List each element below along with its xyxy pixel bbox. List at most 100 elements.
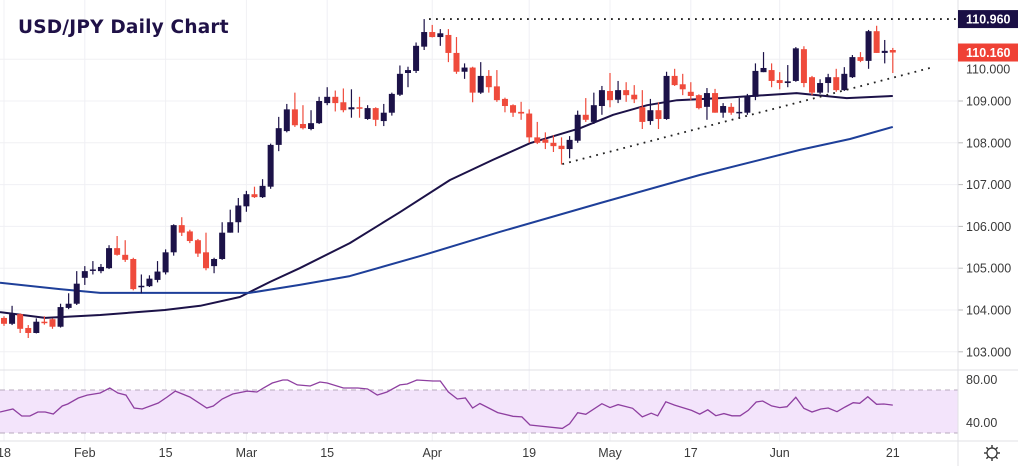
candle-body: [817, 83, 824, 93]
x-tick-label: 19: [522, 446, 536, 460]
candle-body: [194, 240, 201, 254]
y-tick-label: 107.000: [966, 178, 1011, 192]
bullish-candle: [65, 293, 72, 310]
bullish-candle: [162, 249, 169, 275]
x-tick-label: 15: [159, 446, 173, 460]
bearish-candle: [340, 88, 347, 113]
candle-body: [73, 283, 80, 304]
bullish-candle: [574, 110, 581, 143]
candle-body: [534, 137, 541, 143]
bullish-candle: [825, 73, 832, 93]
candle-body: [170, 225, 177, 253]
bearish-candle: [49, 318, 56, 329]
bullish-candle: [881, 39, 888, 64]
bullish-candle: [243, 190, 250, 212]
candle-body: [598, 90, 605, 107]
bearish-candle: [833, 68, 840, 92]
candle-body: [219, 232, 226, 260]
bearish-candle: [526, 109, 533, 143]
candle-body: [299, 123, 306, 129]
candle-body: [849, 57, 856, 78]
candle-body: [25, 327, 32, 333]
bearish-candle: [251, 186, 258, 198]
candle-body: [405, 70, 411, 73]
candle-body: [615, 90, 622, 100]
bearish-candle: [518, 101, 525, 120]
candle-body: [413, 45, 420, 71]
candle-body: [833, 77, 840, 91]
bearish-candle: [671, 68, 678, 86]
gear-icon[interactable]: [984, 445, 1000, 461]
candle-body: [542, 139, 549, 143]
candle-body: [227, 222, 234, 233]
candle-body: [235, 205, 242, 223]
price-tags: 110.960 110.160: [958, 10, 1018, 62]
candle-body: [695, 95, 702, 109]
bearish-candle: [445, 29, 452, 63]
bullish-candle: [364, 105, 371, 120]
bearish-candle: [178, 217, 185, 237]
bullish-candle: [259, 179, 266, 198]
bullish-candle: [316, 96, 323, 124]
rsi-tick-label: 40.00: [966, 416, 997, 430]
bullish-candle: [146, 275, 153, 288]
candle-body: [57, 307, 64, 327]
candle-body: [308, 123, 315, 130]
candle-body: [396, 73, 403, 95]
bullish-candle: [89, 261, 96, 275]
candle-body: [380, 112, 387, 122]
x-tick-label: Feb: [74, 446, 96, 460]
candle-body: [889, 50, 896, 53]
candle-body: [607, 90, 613, 101]
candle-body: [211, 259, 218, 267]
candle-body: [752, 70, 759, 97]
bearish-candle: [485, 70, 492, 93]
bullish-candle: [388, 92, 395, 116]
candles: [1, 19, 896, 339]
candle-body: [841, 73, 848, 91]
candle-body: [65, 303, 72, 308]
candle-body: [203, 252, 209, 269]
slow-moving-average: [0, 125, 894, 294]
bearish-candle: [712, 88, 719, 113]
candle-body: [89, 269, 96, 271]
candle-body: [364, 108, 371, 119]
x-tick-label: May: [598, 446, 622, 460]
bullish-candle: [211, 257, 218, 274]
bullish-candle: [283, 103, 290, 133]
y-tick-label: 104.000: [966, 304, 1011, 318]
high-price-tag: 110.960: [958, 10, 1018, 29]
candle-body: [122, 254, 129, 260]
bullish-candle: [736, 98, 743, 119]
candle-body: [485, 75, 492, 88]
x-tick-label: 15: [320, 446, 334, 460]
bullish-candle: [57, 303, 64, 328]
candle-body: [130, 259, 137, 290]
candle-body: [550, 142, 557, 147]
bearish-candle: [291, 92, 298, 127]
x-tick-label: Mar: [236, 446, 258, 460]
y-tick-label: 110.000: [966, 63, 1010, 77]
candle-body: [162, 252, 169, 273]
candle-body: [566, 139, 573, 150]
candle-body: [776, 80, 783, 84]
candle-body: [501, 98, 508, 107]
bullish-candle: [106, 245, 113, 270]
candle-body: [526, 113, 533, 138]
candle-body: [558, 145, 565, 150]
price-tag-background: [958, 10, 1018, 29]
bullish-candle: [308, 110, 315, 131]
candle-body: [744, 96, 751, 113]
candle-body: [881, 50, 888, 53]
bullish-candle: [647, 98, 654, 125]
candle-body: [809, 77, 815, 93]
bearish-candle: [695, 94, 702, 110]
candle-body: [493, 86, 500, 101]
candle-body: [259, 185, 266, 198]
bearish-candle: [453, 37, 460, 74]
candle-body: [146, 278, 153, 287]
bearish-candle: [679, 73, 686, 96]
candle-body: [388, 93, 395, 113]
